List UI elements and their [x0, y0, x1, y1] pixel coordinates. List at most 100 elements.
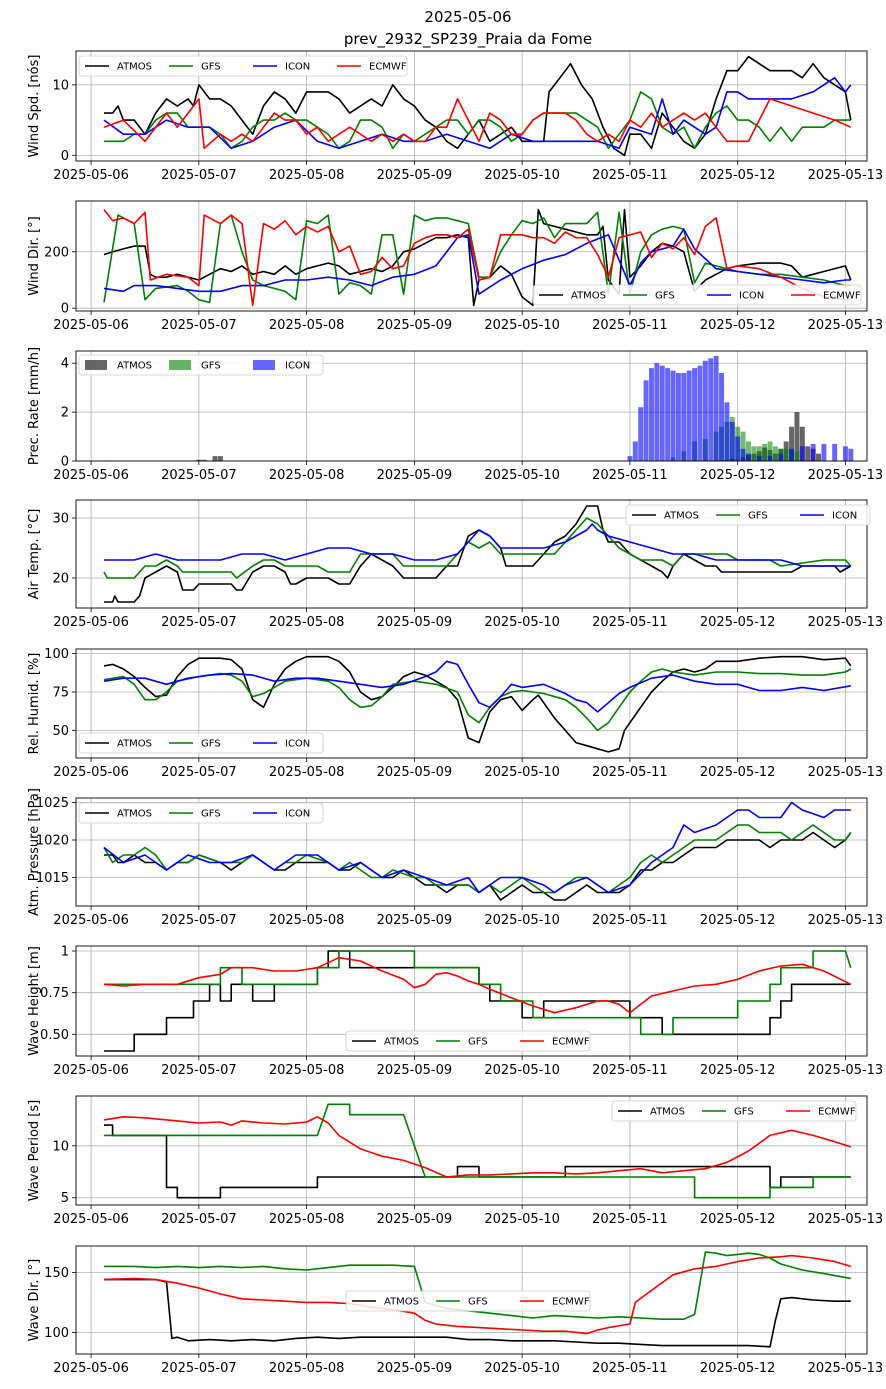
bar-icon [681, 373, 687, 461]
x-tick-label: 2025-05-09 [377, 615, 453, 630]
x-tick-label: 2025-05-07 [161, 1063, 237, 1078]
y-axis-label: Wave Height [m] [27, 946, 42, 1056]
bar-icon [799, 446, 805, 461]
panels: 2025-05-06 2025-05-07 2025-05-08 2025-05-09… [27, 50, 884, 1376]
x-tick-label: 2025-05-08 [269, 318, 345, 333]
x-tick-label: 2025-05-07 [161, 168, 237, 183]
legend-wind-speed: ATMOS GFS ICON ECMWF [78, 55, 408, 77]
bar-atmos [212, 456, 218, 461]
x-tick-label: 2025-05-12 [700, 1361, 776, 1376]
bar-atmos [217, 456, 223, 461]
data-prec-rate [104, 355, 854, 461]
figure-title-line1: 2025-05-06 [424, 8, 511, 26]
panel-wave-period: 2025-05-06 2025-05-07 2025-05-08 2025-05-09… [27, 1095, 884, 1227]
bar-icon [659, 365, 665, 461]
bar-atmos [816, 453, 821, 461]
y-tick-label: 50 [52, 724, 69, 739]
y-tick-label: 5 [61, 1191, 69, 1206]
bar-gfs [745, 441, 751, 461]
bar-atmos [196, 459, 202, 461]
series-line-atmos [104, 1278, 851, 1348]
legend-label-atmos: ATMOS [117, 739, 152, 750]
x-tick-label: 2025-05-13 [808, 168, 884, 183]
bar-atmos [201, 459, 207, 461]
axes-frame [75, 945, 868, 1057]
y-tick-label: 0 [61, 302, 69, 317]
legend-label-atmos: ATMOS [650, 1107, 685, 1118]
y-tick-label: 150 [44, 1266, 69, 1281]
x-tick-label: 2025-05-09 [377, 1063, 453, 1078]
x-tick-label: 2025-05-12 [700, 468, 776, 483]
data-wind-speed [103, 55, 852, 157]
bar-gfs [756, 446, 762, 461]
x-tick-label: 2025-05-11 [592, 468, 668, 483]
y-tick-label: 1015 [36, 871, 69, 886]
axes-frame [75, 350, 868, 462]
x-tick-label: 2025-05-10 [484, 765, 560, 780]
x-tick-label: 2025-05-06 [53, 913, 129, 928]
y-tick-label: 100 [44, 1326, 69, 1341]
bar-icon [713, 355, 719, 461]
x-tick-label: 2025-05-06 [53, 1212, 129, 1227]
x-tick-label: 2025-05-07 [161, 765, 237, 780]
bar-icon [729, 421, 735, 461]
x-tick-label: 2025-05-12 [700, 913, 776, 928]
x-tick-label: 2025-05-10 [484, 168, 560, 183]
x-tick-label: 2025-05-06 [53, 318, 129, 333]
legend-label-atmos: ATMOS [664, 511, 699, 522]
series-line-atmos [104, 1124, 851, 1199]
legend-label-gfs: GFS [201, 62, 221, 73]
axes-frame [75, 200, 868, 312]
panel-air-temp: 2025-05-06 2025-05-07 2025-05-08 2025-05-09… [27, 499, 883, 630]
bar-gfs [762, 443, 768, 461]
series-line-icon [103, 228, 851, 295]
data-wave-dir [103, 1251, 852, 1348]
legend-label-icon: ICON [285, 739, 310, 750]
legend-label-icon: ICON [285, 62, 310, 73]
bar-icon [643, 380, 649, 461]
series-line-icon [104, 523, 851, 567]
legend-label-icon: ICON [832, 511, 857, 522]
bar-icon [675, 373, 681, 461]
x-tick-label: 2025-05-10 [484, 1361, 560, 1376]
bar-icon [692, 368, 698, 461]
x-tick-label: 2025-05-11 [592, 318, 668, 333]
axes-frame [75, 1245, 868, 1355]
bar-icon [632, 441, 638, 461]
legend-swatch-gfs [169, 360, 191, 370]
legend-label-icon: ICON [739, 291, 764, 302]
axes-frame [75, 648, 868, 759]
x-tick-label: 2025-05-13 [808, 1063, 884, 1078]
bar-icon [627, 456, 633, 461]
y-tick-label: 100 [44, 647, 69, 662]
x-tick-label: 2025-05-06 [53, 168, 129, 183]
x-tick-label: 2025-05-06 [53, 615, 129, 630]
grid-atm-pressure [76, 798, 867, 906]
bar-icon [821, 443, 827, 461]
axes-frame [75, 50, 868, 162]
x-tick-label: 2025-05-11 [592, 1063, 668, 1078]
bar-atmos [789, 426, 795, 461]
series-line-atmos [104, 505, 852, 603]
legend-label-atmos: ATMOS [117, 809, 152, 820]
series-line-gfs [104, 950, 852, 1036]
x-tick-label: 2025-05-13 [808, 1212, 884, 1227]
bar-icon [702, 360, 708, 461]
legend-label-atmos: ATMOS [117, 361, 152, 372]
bar-icon [842, 446, 848, 461]
bar-icon [810, 443, 816, 461]
panel-atm-pressure: 2025-05-06 2025-05-07 2025-05-08 2025-05-09… [27, 788, 883, 928]
x-tick-label: 2025-05-07 [161, 913, 237, 928]
data-wave-height [103, 950, 852, 1052]
data-air-temp [103, 505, 852, 603]
series-line-gfs [103, 517, 852, 579]
legend-wave-dir: ATMOS GFS ECMWF [345, 1290, 591, 1312]
legend-label-gfs: GFS [734, 1107, 754, 1118]
x-tick-label: 2025-05-08 [269, 913, 345, 928]
x-tick-label: 2025-05-13 [808, 913, 884, 928]
legend-air-temp: ATMOS GFS ICON [625, 504, 871, 526]
bar-icon [740, 448, 746, 461]
y-tick-label: 200 [44, 245, 69, 260]
legend-atm-pressure: ATMOS GFS ICON [78, 802, 324, 824]
x-tick-label: 2025-05-08 [269, 1361, 345, 1376]
